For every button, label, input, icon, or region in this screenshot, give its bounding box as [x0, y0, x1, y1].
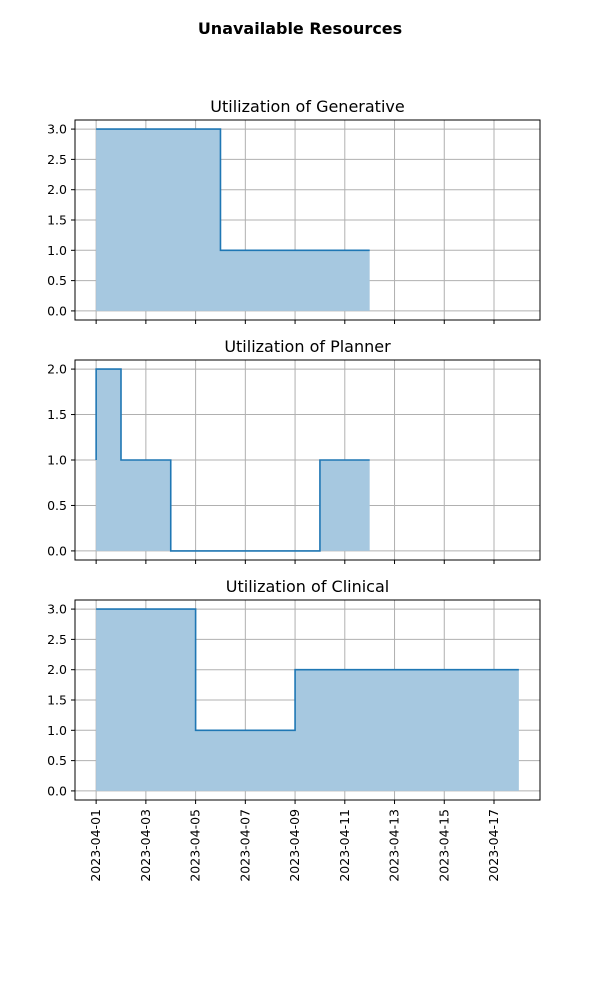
utilization-step-line	[96, 128, 370, 252]
y-tick-label: 0.0	[47, 303, 67, 318]
x-tick-label: 2023-04-01	[88, 809, 103, 882]
figure-title: Unavailable Resources	[198, 19, 402, 38]
utilization-step-line	[95, 368, 370, 552]
y-tick-label: 1.5	[47, 407, 67, 422]
utilization-area	[96, 609, 519, 791]
y-tick-label: 1.0	[47, 243, 67, 258]
y-tick-label: 1.5	[47, 213, 67, 228]
y-tick-label: 3.0	[47, 602, 67, 617]
y-tick-label: 0.5	[47, 498, 67, 513]
y-tick-label: 1.0	[47, 723, 67, 738]
subplot-title: Utilization of Clinical	[226, 577, 389, 596]
x-tick-label: 2023-04-13	[387, 809, 402, 882]
subplot-1: 0.0 0.5 1.0 1.5 2.0 2.5 3.0 Utilization of Gene…	[47, 97, 541, 324]
utilization-step-line	[96, 608, 519, 732]
subplot-2: 0.0 0.5 1.0 1.5 2.0 Utilization of Planner	[47, 337, 541, 564]
x-tick-label: 2023-04-17	[486, 809, 501, 882]
y-tick-label: 2.0	[47, 182, 67, 197]
subplot-title: Utilization of Generative	[210, 97, 404, 116]
y-tick-label: 2.0	[47, 362, 67, 377]
x-tick-label: 2023-04-09	[287, 809, 302, 882]
y-tick-label: 2.5	[47, 152, 67, 167]
y-tick-label: 0.5	[47, 273, 67, 288]
x-tick-label: 2023-04-11	[337, 809, 352, 882]
y-tick-label: 2.0	[47, 662, 67, 677]
y-tick-label: 0.0	[47, 783, 67, 798]
x-tick-label: 2023-04-07	[237, 809, 252, 882]
y-tick-label: 2.5	[47, 632, 67, 647]
y-tick-label: 0.0	[47, 543, 67, 558]
x-tick-label: 2023-04-03	[138, 809, 153, 882]
y-tick-label: 1.0	[47, 453, 67, 468]
y-tick-label: 3.0	[47, 122, 67, 137]
subplots: 0.0 0.5 1.0 1.5 2.0 2.5 3.0 Utilization of Gene…	[47, 97, 541, 882]
y-tick-label: 1.5	[47, 693, 67, 708]
x-tick-label: 2023-04-05	[188, 809, 203, 882]
x-tick-label: 2023-04-15	[436, 809, 451, 882]
y-tick-label: 0.5	[47, 753, 67, 768]
subplot-title: Utilization of Planner	[224, 337, 391, 356]
subplot-3: 0.0 0.5 1.0 1.5 2.0 2.5 3.0 Utilization of Clin…	[47, 577, 541, 804]
utilization-area	[96, 369, 370, 551]
utilization-area	[96, 129, 370, 311]
